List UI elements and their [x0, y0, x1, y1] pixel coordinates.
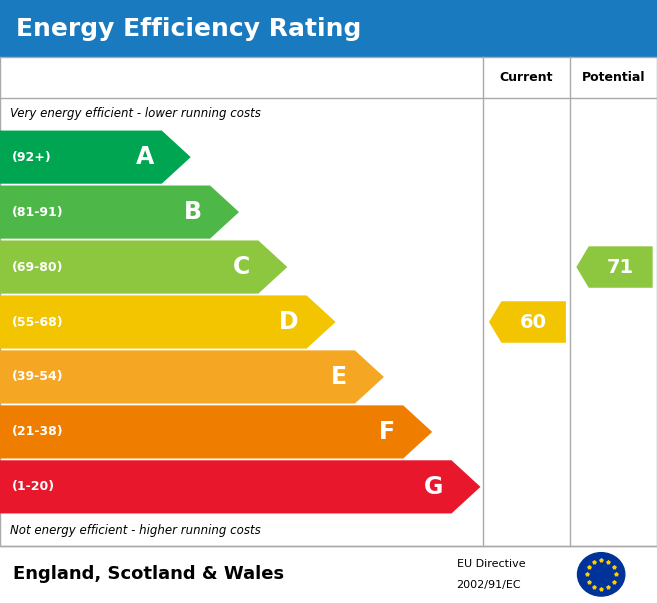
Text: Current: Current [500, 71, 553, 84]
Circle shape [578, 552, 625, 596]
Text: 71: 71 [607, 257, 634, 277]
Text: D: D [279, 310, 299, 334]
Polygon shape [0, 131, 191, 184]
Polygon shape [489, 302, 566, 343]
Text: B: B [184, 200, 202, 224]
Text: England, Scotland & Wales: England, Scotland & Wales [13, 566, 284, 583]
Text: Energy Efficiency Rating: Energy Efficiency Rating [16, 17, 362, 40]
Text: (21-38): (21-38) [12, 426, 64, 438]
Text: Very energy efficient - lower running costs: Very energy efficient - lower running co… [10, 107, 261, 121]
Text: E: E [331, 365, 347, 389]
Polygon shape [0, 186, 239, 239]
Bar [0, 57, 657, 546]
Text: 2002/91/EC: 2002/91/EC [457, 580, 521, 590]
Polygon shape [0, 460, 480, 513]
Text: (69-80): (69-80) [12, 260, 63, 274]
Text: C: C [233, 255, 250, 279]
Polygon shape [0, 350, 384, 403]
Bar [0, 0, 657, 57]
Polygon shape [0, 405, 432, 458]
Polygon shape [576, 246, 652, 288]
Text: G: G [424, 475, 443, 499]
Text: A: A [135, 145, 154, 169]
Text: F: F [379, 420, 396, 444]
Text: (81-91): (81-91) [12, 206, 64, 218]
Text: (39-54): (39-54) [12, 370, 64, 384]
Text: EU Directive: EU Directive [457, 558, 525, 569]
Text: (92+): (92+) [12, 151, 52, 163]
Text: (1-20): (1-20) [12, 481, 55, 493]
Polygon shape [0, 241, 287, 294]
Text: (55-68): (55-68) [12, 315, 64, 329]
Polygon shape [0, 295, 336, 349]
Text: Not energy efficient - higher running costs: Not energy efficient - higher running co… [10, 523, 261, 537]
Text: Potential: Potential [582, 71, 645, 84]
Text: 60: 60 [520, 312, 547, 332]
